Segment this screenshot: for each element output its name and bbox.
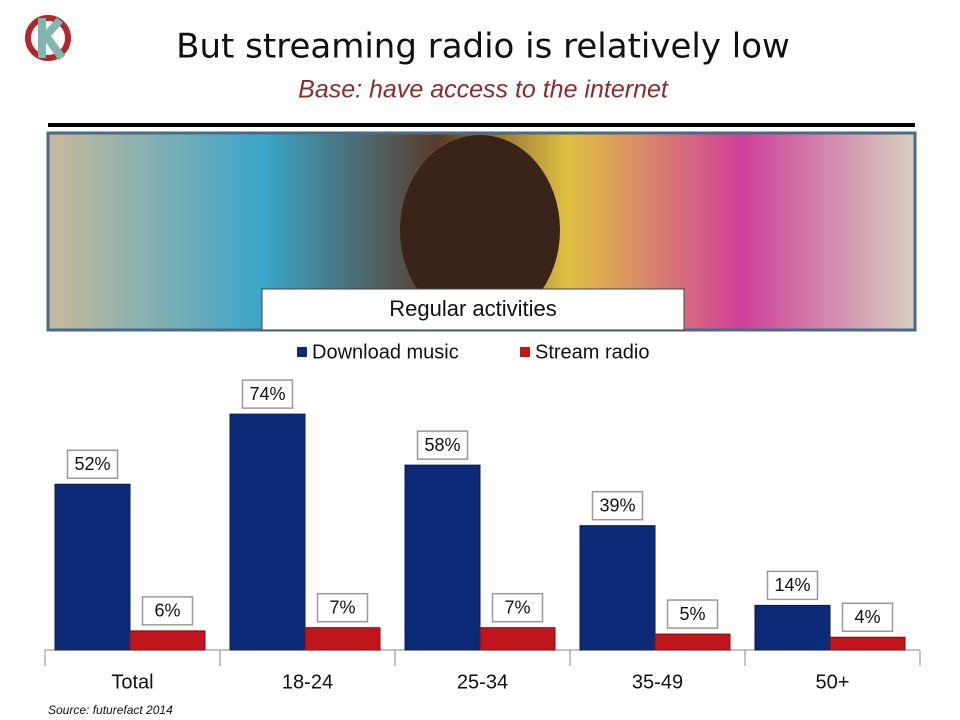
x-tick-label: 50+ <box>816 671 850 693</box>
value-label-box <box>591 490 644 521</box>
value-label: 52% <box>74 454 110 474</box>
value-label-box <box>666 599 719 629</box>
value-label-box <box>241 379 294 409</box>
bar <box>404 464 481 651</box>
value-label: 39% <box>599 495 635 515</box>
legend-label: Download music <box>312 341 459 363</box>
value-label-box <box>416 430 469 460</box>
value-label-box <box>316 592 369 623</box>
x-tick-label: 25-34 <box>457 671 508 693</box>
bar <box>129 630 206 651</box>
value-label-box <box>141 596 194 626</box>
x-tick-label: Total <box>111 671 153 693</box>
bar <box>54 483 131 651</box>
logo-mark <box>38 17 66 61</box>
bar <box>229 413 306 651</box>
value-label: 58% <box>424 435 460 455</box>
source: Source: futurefact 2014 <box>48 703 173 717</box>
value-label-box <box>491 592 544 623</box>
value-label-box <box>766 570 819 601</box>
bar <box>304 627 381 651</box>
chart-title: Regular activities <box>389 296 557 321</box>
image-figure <box>400 135 560 325</box>
value-label: 74% <box>249 384 285 404</box>
bar <box>579 525 656 651</box>
bar <box>829 636 906 651</box>
legend-label: Stream radio <box>535 341 650 363</box>
bar <box>754 604 831 651</box>
value-label-box <box>66 449 119 479</box>
value-label: 4% <box>854 607 880 627</box>
value-label: 7% <box>504 597 530 617</box>
legend-swatch <box>297 347 307 357</box>
bar <box>654 633 731 651</box>
x-tick-label: 35-49 <box>632 671 683 693</box>
bar <box>479 627 556 651</box>
value-label: 14% <box>774 575 810 595</box>
value-label: 6% <box>154 601 180 621</box>
title: But streaming radio is relatively low <box>176 27 790 67</box>
logo <box>25 15 71 61</box>
chart-title-box <box>261 288 685 331</box>
value-label: 5% <box>679 604 705 624</box>
plot: Download music Stream radio Total 52% 6% 18-2… <box>44 341 921 693</box>
legend-swatch <box>520 347 530 357</box>
logo-ring <box>25 15 71 61</box>
subtitle: Base: have access to the internet <box>298 76 669 104</box>
value-label: 7% <box>329 597 355 617</box>
value-label-box <box>841 602 894 632</box>
x-tick-label: 18-24 <box>282 671 333 693</box>
